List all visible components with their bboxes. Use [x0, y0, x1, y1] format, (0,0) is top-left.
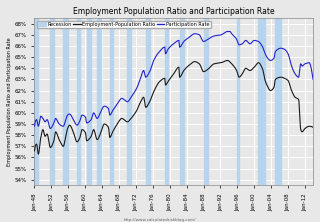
Bar: [35, 18, 38, 185]
Bar: [180, 18, 184, 185]
Bar: [236, 18, 239, 185]
Bar: [127, 18, 131, 185]
Title: Employment Population Ratio and Participation Rate: Employment Population Ratio and Particip…: [73, 7, 275, 16]
Bar: [97, 18, 101, 185]
Bar: [146, 18, 150, 185]
Bar: [204, 18, 208, 185]
Bar: [63, 18, 68, 185]
Bar: [259, 18, 265, 185]
Legend: Recession, Employment-Population Ratio, Participation Rate: Recession, Employment-Population Ratio, …: [37, 21, 211, 28]
Bar: [87, 18, 91, 185]
Text: http://www.calculatedriskblog.com/: http://www.calculatedriskblog.com/: [124, 218, 196, 222]
Bar: [165, 18, 168, 185]
Bar: [110, 18, 113, 185]
Bar: [50, 18, 54, 185]
Bar: [77, 18, 80, 185]
Bar: [276, 18, 281, 185]
Y-axis label: Employment Population Ratio and Participation Rate: Employment Population Ratio and Particip…: [7, 38, 12, 166]
